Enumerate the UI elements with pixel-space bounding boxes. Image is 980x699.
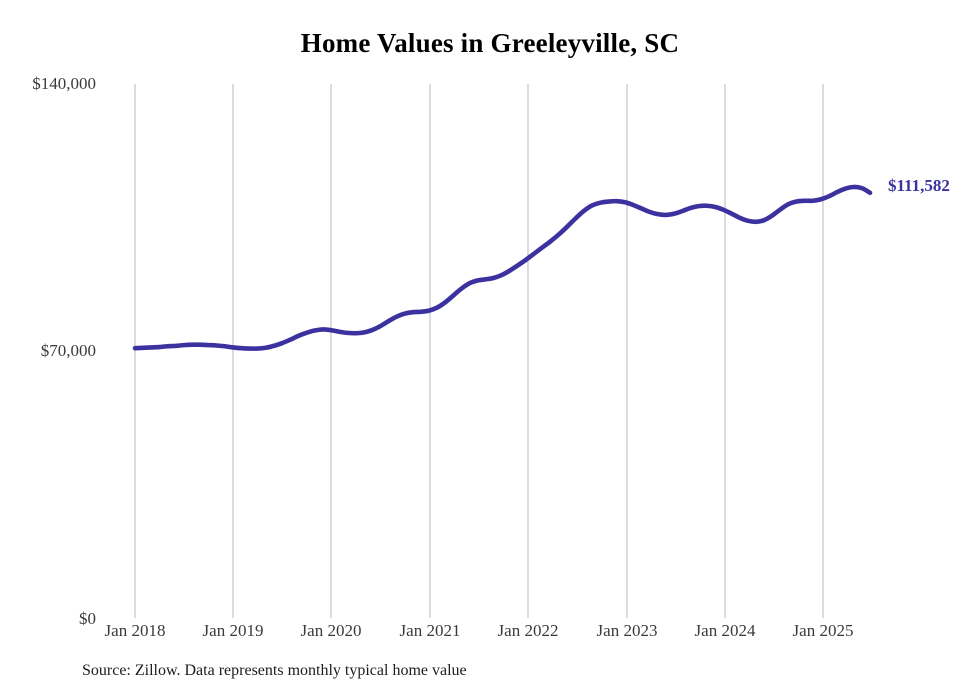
y-axis-tick-label: $140,000: [32, 74, 96, 93]
x-axis-tick-label: Jan 2025: [792, 621, 854, 640]
value-line-series: [132, 184, 873, 351]
x-axis-tick-label: Jan 2019: [202, 621, 264, 640]
chart-title: Home Values in Greeleyville, SC: [300, 28, 680, 58]
x-axis-tick-label: Jan 2020: [300, 621, 362, 640]
x-axis-tick-label: Jan 2024: [694, 621, 756, 640]
x-axis-tick-label: Jan 2018: [104, 621, 166, 640]
y-axis-tick-label: $70,000: [40, 341, 96, 360]
source-note: Source: Zillow. Data represents monthly …: [82, 662, 467, 679]
y-axis-tick-label: $0: [79, 609, 96, 628]
x-axis-tick-label: Jan 2022: [497, 621, 559, 640]
gridlines: [134, 84, 824, 618]
x-axis-tick-label: Jan 2023: [596, 621, 658, 640]
end-value-callout: $111,582: [888, 176, 950, 195]
x-axis-tick-label: Jan 2021: [399, 621, 461, 640]
